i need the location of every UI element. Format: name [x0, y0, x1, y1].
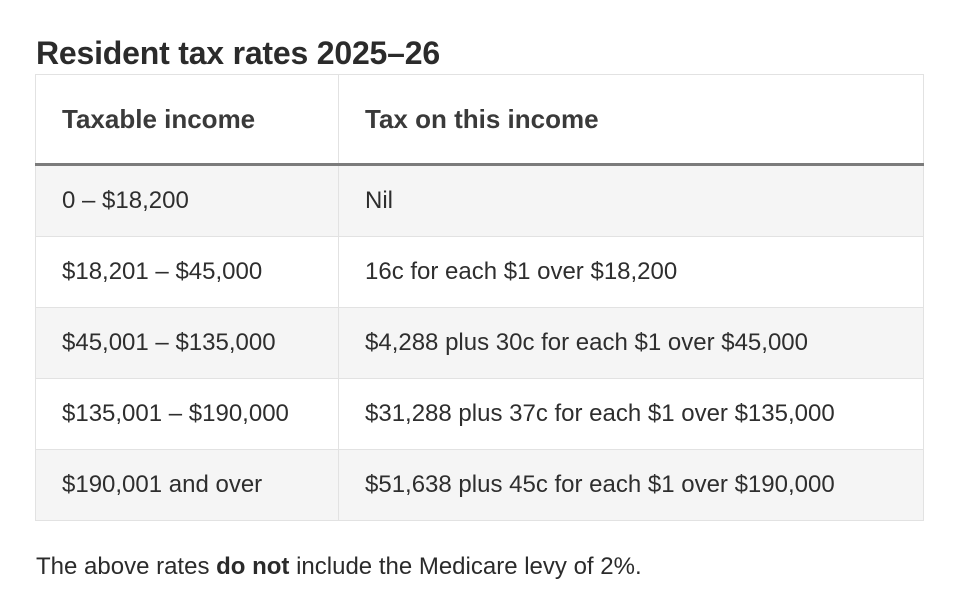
- tax-cell: $4,288 plus 30c for each $1 over $45,000: [338, 307, 924, 379]
- tax-cell: Nil: [338, 164, 924, 237]
- tax-cell: $31,288 plus 37c for each $1 over $135,0…: [338, 378, 924, 450]
- table-row: $190,001 and over $51,638 plus 45c for e…: [35, 449, 924, 521]
- column-header-taxable-income: Taxable income: [35, 74, 339, 166]
- medicare-levy-note: The above rates do not include the Medic…: [36, 550, 642, 584]
- income-cell: 0 – $18,200: [35, 164, 339, 237]
- table-row: $18,201 – $45,000 16c for each $1 over $…: [35, 236, 924, 308]
- income-cell: $190,001 and over: [35, 449, 339, 521]
- table-row: $135,001 – $190,000 $31,288 plus 37c for…: [35, 378, 924, 450]
- page-title: Resident tax rates 2025–26: [36, 35, 440, 71]
- column-header-tax-on-income: Tax on this income: [338, 74, 924, 166]
- tax-cell: $51,638 plus 45c for each $1 over $190,0…: [338, 449, 924, 521]
- income-cell: $135,001 – $190,000: [35, 378, 339, 450]
- tax-rates-table: Taxable income Tax on this income 0 – $1…: [35, 74, 924, 521]
- table-header-row: Taxable income Tax on this income: [35, 74, 924, 166]
- income-cell: $18,201 – $45,000: [35, 236, 339, 308]
- table-row: $45,001 – $135,000 $4,288 plus 30c for e…: [35, 307, 924, 379]
- note-text-end: include the Medicare levy of 2%.: [289, 553, 642, 580]
- income-cell: $45,001 – $135,000: [35, 307, 339, 379]
- note-emphasis: do not: [216, 553, 290, 580]
- note-text-start: The above rates: [36, 553, 217, 580]
- table-row: 0 – $18,200 Nil: [35, 164, 924, 237]
- tax-cell: 16c for each $1 over $18,200: [338, 236, 924, 308]
